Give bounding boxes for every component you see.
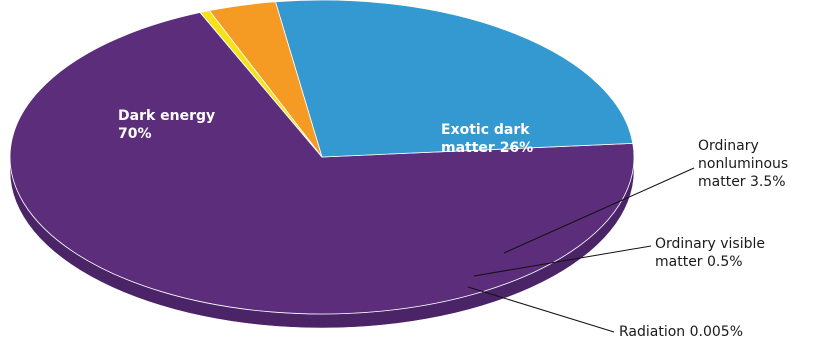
slice-label-2: Ordinary nonluminous matter 3.5% bbox=[698, 138, 788, 190]
pie-slice-0 bbox=[9, 12, 635, 315]
slice-label-line: nonluminous bbox=[698, 156, 788, 172]
slice-label-line: Exotic dark bbox=[441, 122, 530, 138]
slice-label-line: matter 0.5% bbox=[655, 254, 743, 270]
leader-line-3 bbox=[473, 245, 652, 277]
slice-label-1: Exotic dark matter 26% bbox=[441, 122, 533, 156]
slice-label-3: Ordinary visible matter 0.5% bbox=[655, 236, 765, 270]
slice-label-line: matter 26% bbox=[441, 140, 533, 156]
pie-slice-4 bbox=[199, 12, 323, 158]
leader-lines bbox=[467, 167, 695, 333]
slice-label-line: Ordinary visible bbox=[655, 236, 765, 252]
slice-label-line: Dark energy bbox=[118, 108, 215, 124]
pie-top-layer bbox=[9, 0, 635, 315]
pie-slice-1 bbox=[275, 0, 634, 158]
leader-line-2 bbox=[503, 167, 695, 254]
slice-label-0: Dark energy 70% bbox=[118, 108, 215, 142]
slice-label-4: Radiation 0.005% bbox=[619, 324, 743, 340]
slice-label-line: 70% bbox=[118, 126, 152, 142]
slice-label-line: Radiation 0.005% bbox=[619, 324, 743, 340]
slice-labels: Dark energy 70% Exotic dark matter 26% Ordin… bbox=[118, 108, 788, 340]
leader-line-4 bbox=[467, 286, 615, 333]
slice-label-line: matter 3.5% bbox=[698, 174, 786, 190]
slice-label-line: Ordinary bbox=[698, 138, 759, 154]
